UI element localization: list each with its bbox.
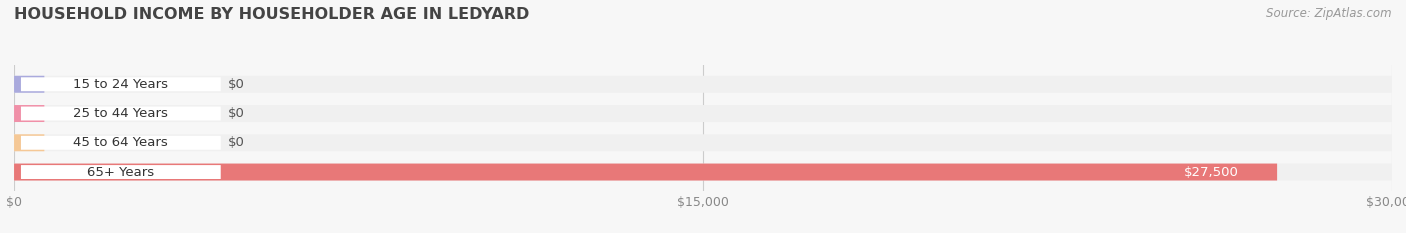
FancyBboxPatch shape: [21, 136, 221, 150]
Text: 15 to 24 Years: 15 to 24 Years: [73, 78, 169, 91]
Text: Source: ZipAtlas.com: Source: ZipAtlas.com: [1267, 7, 1392, 20]
FancyBboxPatch shape: [14, 76, 45, 93]
Text: $0: $0: [228, 136, 245, 149]
FancyBboxPatch shape: [14, 76, 1392, 93]
Text: 65+ Years: 65+ Years: [87, 165, 155, 178]
Text: $0: $0: [228, 78, 245, 91]
FancyBboxPatch shape: [14, 105, 1392, 122]
FancyBboxPatch shape: [14, 134, 1392, 151]
FancyBboxPatch shape: [14, 134, 45, 151]
FancyBboxPatch shape: [21, 165, 221, 179]
Text: $27,500: $27,500: [1184, 165, 1239, 178]
FancyBboxPatch shape: [21, 77, 221, 91]
Text: 45 to 64 Years: 45 to 64 Years: [73, 136, 169, 149]
Text: HOUSEHOLD INCOME BY HOUSEHOLDER AGE IN LEDYARD: HOUSEHOLD INCOME BY HOUSEHOLDER AGE IN L…: [14, 7, 530, 22]
Text: 25 to 44 Years: 25 to 44 Years: [73, 107, 169, 120]
FancyBboxPatch shape: [14, 164, 1277, 181]
FancyBboxPatch shape: [14, 164, 1392, 181]
FancyBboxPatch shape: [21, 106, 221, 120]
Text: $0: $0: [228, 107, 245, 120]
FancyBboxPatch shape: [14, 105, 45, 122]
